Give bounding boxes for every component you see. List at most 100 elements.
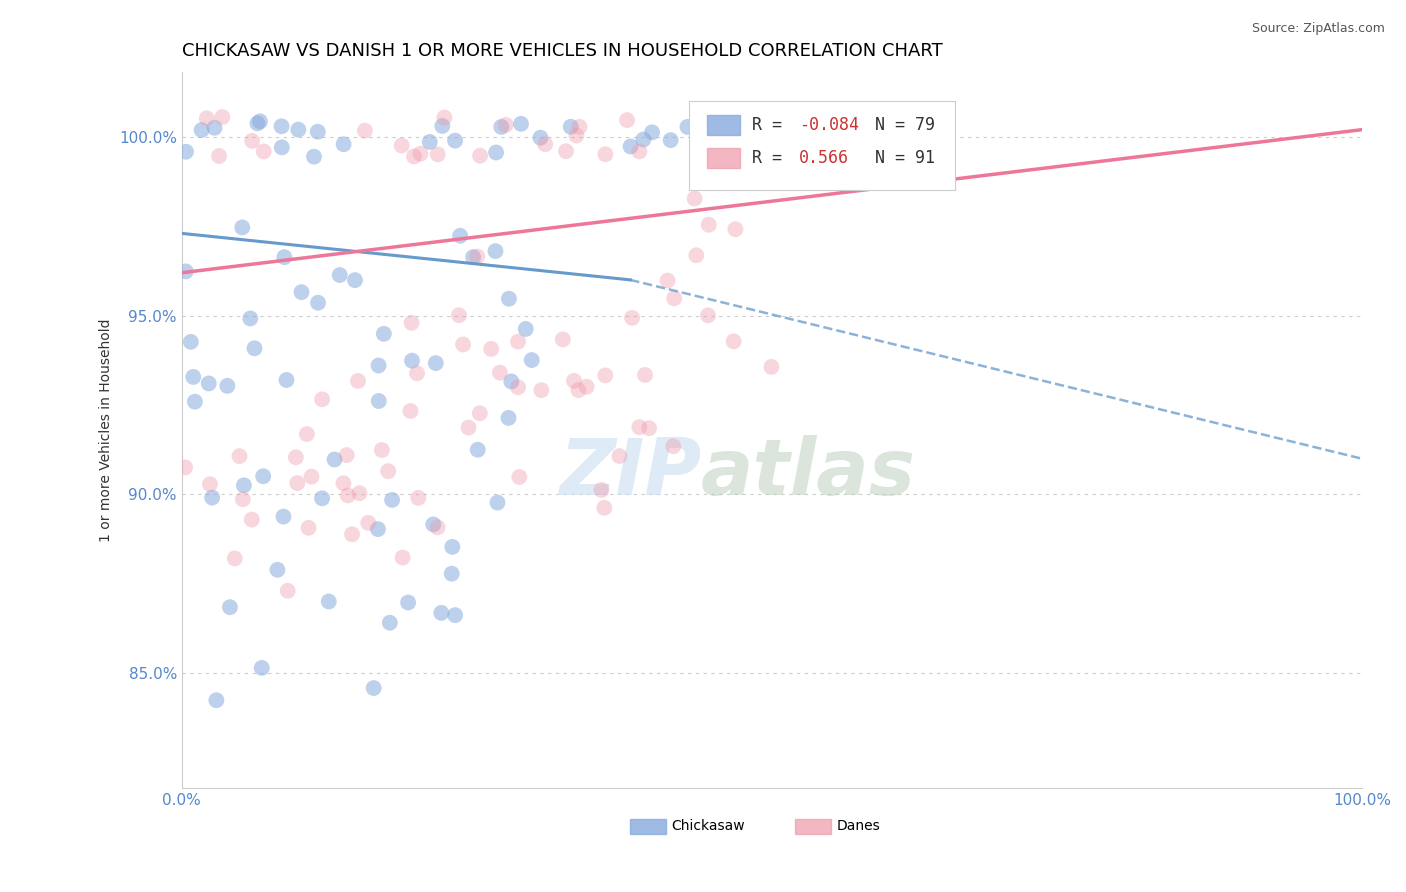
Point	[381, 492, 404, 507]
Point	[181, 370, 204, 384]
Point	[425, 356, 447, 370]
Point	[349, 486, 371, 500]
Point	[727, 120, 749, 135]
Point	[270, 120, 292, 134]
Point	[484, 244, 506, 259]
Point	[560, 120, 582, 134]
Point	[329, 268, 352, 282]
Point	[211, 110, 233, 124]
Point	[591, 483, 613, 497]
Text: 0.566: 0.566	[799, 149, 849, 168]
Point	[367, 522, 389, 536]
Bar	[630, 819, 665, 834]
Point	[243, 341, 266, 355]
Point	[232, 478, 254, 492]
Point	[231, 220, 253, 235]
Text: Chickasaw: Chickasaw	[672, 819, 745, 832]
Point	[219, 600, 242, 615]
Point	[638, 421, 661, 435]
Point	[530, 383, 553, 397]
Y-axis label: 1 or more Vehicles in Household: 1 or more Vehicles in Household	[100, 318, 114, 541]
Point	[432, 119, 454, 133]
Point	[253, 145, 276, 159]
Point	[401, 316, 423, 330]
Point	[307, 295, 329, 310]
Point	[697, 218, 720, 232]
Point	[367, 359, 389, 373]
Point	[377, 464, 399, 478]
Point	[391, 550, 413, 565]
Point	[401, 353, 423, 368]
Point	[371, 442, 394, 457]
Point	[506, 334, 529, 349]
Point	[440, 566, 463, 581]
Text: atlas: atlas	[702, 435, 917, 511]
Point	[747, 148, 769, 162]
Point	[367, 394, 389, 409]
Point	[595, 147, 617, 161]
Point	[685, 248, 707, 262]
Point	[697, 308, 720, 322]
Point	[273, 250, 295, 264]
Point	[307, 125, 329, 139]
Point	[402, 149, 425, 163]
Point	[444, 134, 467, 148]
Text: R =: R =	[752, 116, 792, 134]
Point	[408, 491, 430, 505]
Point	[208, 149, 231, 163]
Point	[336, 488, 359, 502]
Point	[489, 366, 512, 380]
Bar	[707, 148, 740, 169]
Point	[498, 292, 520, 306]
Text: N = 79: N = 79	[855, 116, 935, 134]
Point	[534, 137, 557, 152]
Point	[803, 141, 825, 155]
Point	[641, 125, 664, 139]
Point	[704, 112, 727, 127]
Point	[467, 442, 489, 457]
Point	[205, 693, 228, 707]
Point	[704, 136, 727, 150]
Point	[332, 137, 354, 152]
Point	[562, 374, 585, 388]
Point	[250, 661, 273, 675]
Point	[277, 583, 299, 598]
Point	[224, 551, 246, 566]
Point	[621, 310, 644, 325]
Point	[311, 392, 333, 407]
Point	[633, 132, 655, 146]
Bar	[707, 115, 740, 135]
Point	[723, 334, 745, 349]
Point	[465, 250, 488, 264]
Point	[197, 376, 219, 391]
Point	[868, 145, 890, 159]
Text: ZIP: ZIP	[558, 435, 702, 511]
Point	[491, 120, 513, 134]
Point	[318, 594, 340, 608]
Point	[406, 366, 429, 380]
Point	[575, 380, 598, 394]
Point	[232, 492, 254, 507]
Point	[593, 500, 616, 515]
Point	[273, 509, 295, 524]
Point	[792, 129, 814, 144]
Text: Danes: Danes	[837, 819, 880, 832]
Point	[396, 595, 419, 609]
Point	[409, 146, 432, 161]
Point	[568, 120, 591, 134]
Point	[174, 460, 197, 475]
Point	[217, 379, 239, 393]
Point	[501, 375, 523, 389]
Point	[628, 145, 651, 159]
Point	[343, 273, 366, 287]
Point	[426, 520, 449, 534]
Point	[190, 123, 212, 137]
Point	[239, 311, 262, 326]
Point	[515, 322, 537, 336]
Point	[240, 134, 263, 148]
Point	[378, 615, 401, 630]
Point	[276, 373, 298, 387]
Point	[551, 332, 574, 346]
Point	[486, 495, 509, 509]
Point	[664, 291, 686, 305]
